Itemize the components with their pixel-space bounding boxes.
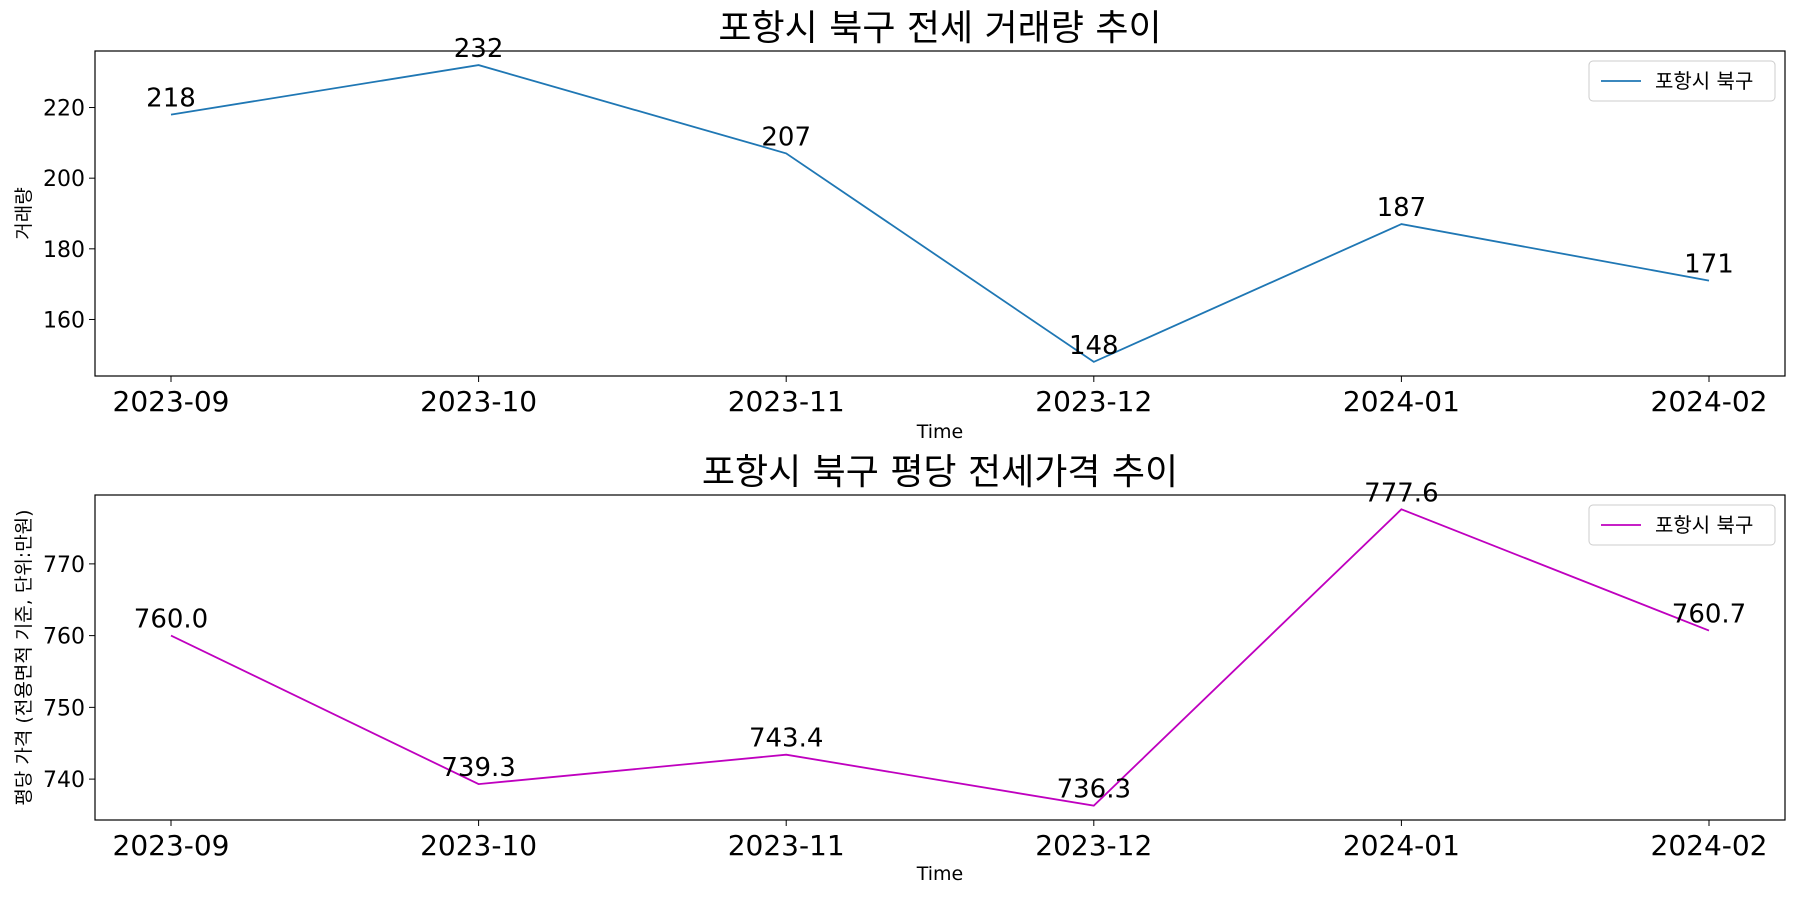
data-label: 187 xyxy=(1377,193,1427,223)
chart-title: 포항시 북구 평당 전세가격 추이 xyxy=(702,452,1178,493)
data-label: 207 xyxy=(761,122,811,152)
legend-box xyxy=(1588,60,1776,102)
y-tick-label: 740 xyxy=(43,768,85,793)
x-axis-label: Time xyxy=(916,863,964,885)
data-label: 736.3 xyxy=(1057,775,1131,805)
series-line xyxy=(170,64,1710,363)
plot-frame xyxy=(94,50,1786,377)
y-axis-label: 평당 가격 (전용면적 기준, 단위:만원) xyxy=(13,509,35,805)
x-tick-label: 2024-02 xyxy=(1651,829,1768,862)
data-label: 743.4 xyxy=(749,724,823,754)
y-tick-label: 200 xyxy=(43,167,85,192)
data-label: 739.3 xyxy=(441,753,515,783)
series-line xyxy=(170,508,1710,807)
x-tick-label: 2023-12 xyxy=(1035,385,1152,418)
x-tick-label: 2023-09 xyxy=(113,385,230,418)
plot-frame xyxy=(94,494,1786,821)
x-tick-label: 2023-10 xyxy=(420,829,537,862)
chart-1: 포항시 북구 전세 거래량 추이 2023-09 2023-10 2023-11 202… xyxy=(13,8,1786,443)
y-tick-label: 770 xyxy=(43,553,85,578)
x-tick-label: 2023-09 xyxy=(113,829,230,862)
data-label: 760.0 xyxy=(134,605,208,635)
x-tick-label: 2023-11 xyxy=(728,829,845,862)
legend-box xyxy=(1588,504,1776,546)
data-label: 777.6 xyxy=(1364,478,1438,508)
data-label: 218 xyxy=(146,84,196,114)
x-tick-label: 2023-12 xyxy=(1035,829,1152,862)
chart-title: 포항시 북구 전세 거래량 추이 xyxy=(718,8,1161,49)
legend-label: 포항시 북구 xyxy=(1655,69,1753,93)
y-tick-label: 220 xyxy=(43,97,85,122)
x-tick-label: 2024-01 xyxy=(1343,385,1460,418)
y-tick-label: 760 xyxy=(43,625,85,650)
data-label: 760.7 xyxy=(1672,600,1746,630)
legend-label: 포항시 북구 xyxy=(1655,513,1753,537)
x-tick-label: 2023-11 xyxy=(728,385,845,418)
y-tick-label: 750 xyxy=(43,696,85,721)
chart-2: 포항시 북구 평당 전세가격 추이 2023-09 2023-10 2023-11 20… xyxy=(13,452,1786,885)
data-label: 171 xyxy=(1684,250,1734,280)
legend: 포항시 북구 xyxy=(1588,60,1776,102)
legend: 포항시 북구 xyxy=(1588,504,1776,546)
x-tick-label: 2023-10 xyxy=(420,385,537,418)
x-axis-label: Time xyxy=(916,421,964,443)
y-axis-label: 거래량 xyxy=(13,187,35,239)
y-tick-label: 160 xyxy=(43,308,85,333)
y-tick-label: 180 xyxy=(43,238,85,263)
x-tick-label: 2024-01 xyxy=(1343,829,1460,862)
data-label: 232 xyxy=(454,34,504,64)
x-tick-label: 2024-02 xyxy=(1651,385,1768,418)
data-label: 148 xyxy=(1069,331,1119,361)
